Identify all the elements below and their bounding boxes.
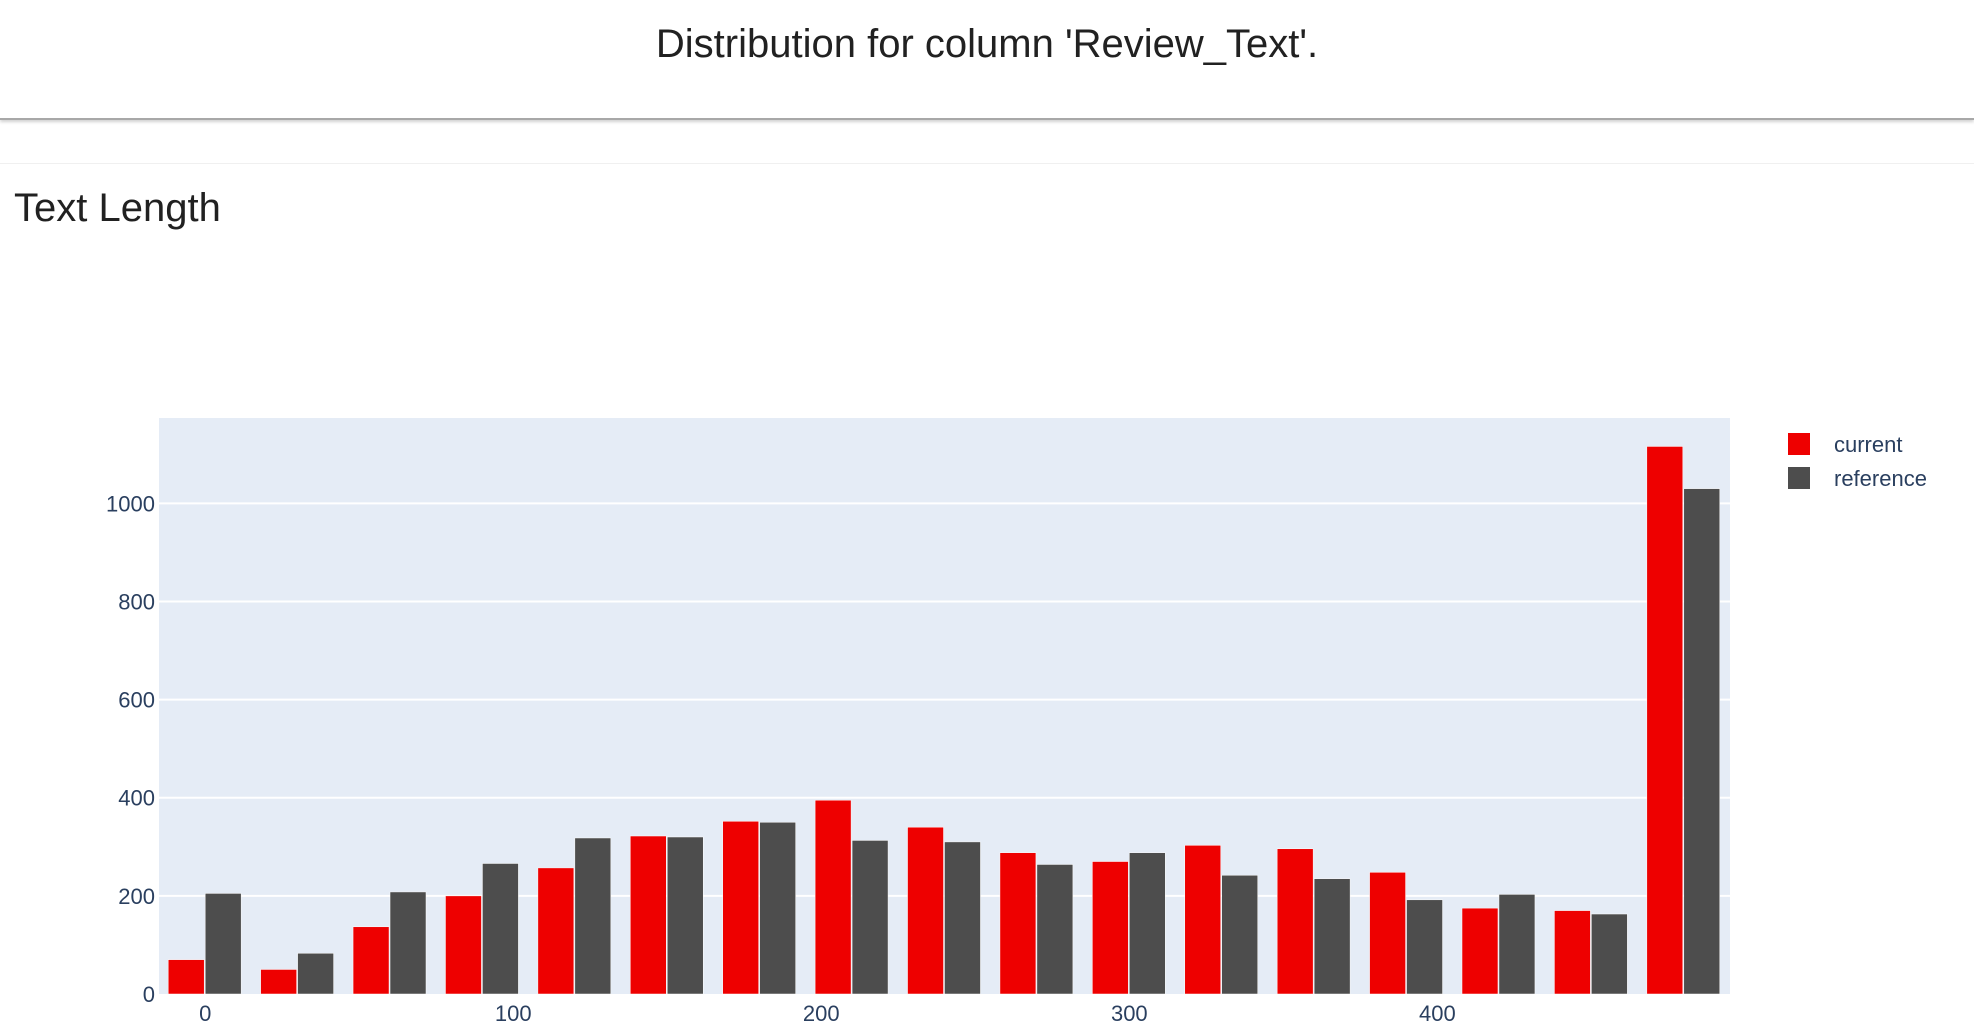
bar-reference[interactable] [204,893,242,995]
bar-reference[interactable] [1683,488,1721,995]
bar-current[interactable] [445,895,482,995]
bar-reference[interactable] [1591,913,1628,995]
y-tick-label: 400 [118,786,155,811]
bar-current[interactable] [722,821,759,995]
y-tick-labels: 0 200 400 600 800 1000 [106,491,155,1007]
y-tick-label: 800 [118,589,155,614]
x-tick-label: 200 [803,1001,840,1026]
panel-title: Text Length [14,186,221,230]
bars [167,446,1721,995]
bar-current[interactable] [537,867,575,995]
bar-reference[interactable] [944,841,981,995]
bar-current[interactable] [1184,845,1221,995]
legend-swatch-current[interactable] [1788,433,1810,455]
x-tick-label: 0 [199,1001,211,1026]
legend-swatch-reference[interactable] [1788,467,1810,489]
x-tick-label: 300 [1111,1001,1148,1026]
bar-current[interactable] [1092,861,1129,995]
bar-current[interactable] [814,799,852,995]
y-tick-label: 200 [118,884,155,909]
bar-reference[interactable] [759,822,796,995]
x-tick-label: 400 [1419,1001,1456,1026]
bar-reference[interactable] [482,863,519,995]
legend[interactable]: current reference [1788,432,1927,491]
page-header: Distribution for column 'Review_Text'. [0,0,1974,120]
bar-current[interactable] [1369,872,1406,995]
bar-current[interactable] [1554,910,1591,995]
bar-reference[interactable] [389,891,427,995]
bar-reference[interactable] [1498,894,1536,995]
y-tick-label: 0 [143,982,155,1007]
x-tick-label: 100 [495,1001,532,1026]
bar-reference[interactable] [1221,875,1258,995]
bar-current[interactable] [1461,907,1499,995]
y-tick-label: 1000 [106,491,155,516]
bar-current[interactable] [167,959,205,995]
y-tick-label: 600 [118,688,155,713]
bar-reference[interactable] [667,836,704,995]
bar-current[interactable] [1646,446,1684,995]
bar-reference[interactable] [574,837,612,995]
x-tick-labels: 0 100 200 300 400 [199,1001,1456,1026]
bar-reference[interactable] [851,840,889,995]
bar-current[interactable] [999,852,1037,995]
legend-label-current[interactable]: current [1834,432,1902,457]
legend-label-reference[interactable]: reference [1834,466,1927,491]
bar-reference[interactable] [1036,864,1074,995]
bar-current[interactable] [907,826,944,995]
bar-current[interactable] [352,926,390,995]
page-title: Distribution for column 'Review_Text'. [655,22,1319,66]
bar-reference[interactable] [297,953,334,995]
bar-reference[interactable] [1313,878,1351,995]
bar-reference[interactable] [1406,899,1443,995]
bar-reference[interactable] [1129,852,1166,995]
bar-current[interactable] [260,969,297,995]
bar-current[interactable] [1276,848,1314,995]
bar-current[interactable] [630,835,667,995]
